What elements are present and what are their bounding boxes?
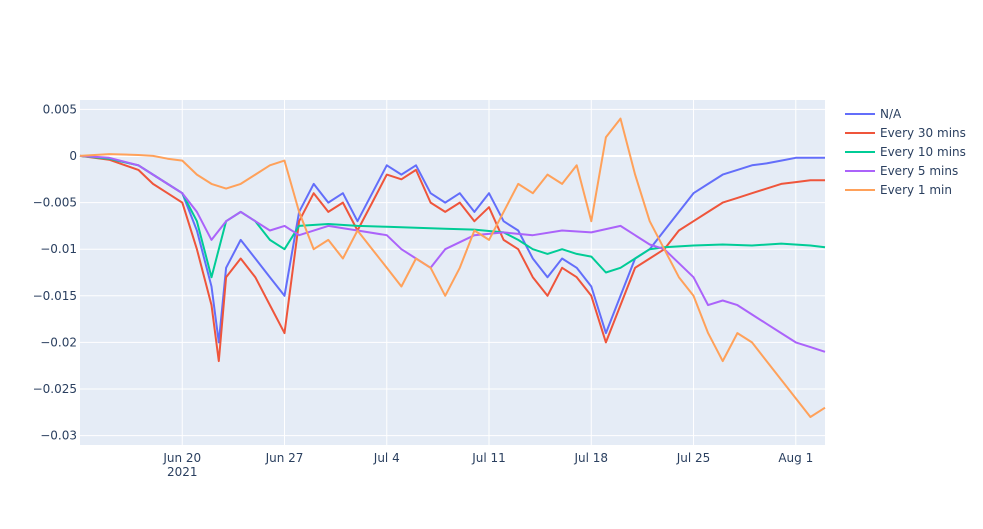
legend-label: N/A [880,107,902,121]
plot-area [80,100,825,445]
x-tick-label: Jul 18 [573,451,608,465]
y-tick-label: 0.005 [43,102,77,116]
x-tick-label: Jul 11 [471,451,506,465]
grid-lines [80,100,825,445]
y-tick-label: 0 [69,149,77,163]
y-tick-label: −0.02 [40,335,77,349]
legend-item[interactable]: Every 10 mins [845,145,966,159]
y-tick-label: −0.025 [33,382,77,396]
legend-item[interactable]: Every 5 mins [845,164,958,178]
x-tick-label: Jul 4 [373,451,400,465]
y-tick-label: −0.03 [40,429,77,443]
y-tick-label: −0.01 [40,242,77,256]
series-line-1 [79,154,825,363]
x-tick-label: Aug 1 [778,451,813,465]
x-tick-label: Jun 20 [162,451,201,465]
series-line-4 [79,117,826,418]
legend-item[interactable]: N/A [845,107,902,121]
series-line-3 [79,154,826,353]
legend-label: Every 30 mins [880,126,966,140]
x-tick-label: Jul 25 [676,451,711,465]
series-lines [79,117,826,418]
y-tick-label: −0.005 [33,196,77,210]
legend-item[interactable]: Every 30 mins [845,126,966,140]
series-line-0 [79,154,825,344]
legend-label: Every 5 mins [880,164,958,178]
legend-label: Every 1 min [880,183,952,197]
x-tick-label: Jun 27 [265,451,304,465]
y-axis: 0.005 0 −0.005 −0.01 −0.015 −0.02 −0.025 −0.03 [33,102,77,442]
y-tick-label: −0.015 [33,289,77,303]
legend: N/A Every 30 mins Every 10 mins Every 5 min… [845,107,966,197]
x-tick-sublabel: 2021 [167,465,198,479]
legend-label: Every 10 mins [880,145,966,159]
legend-item[interactable]: Every 1 min [845,183,952,197]
